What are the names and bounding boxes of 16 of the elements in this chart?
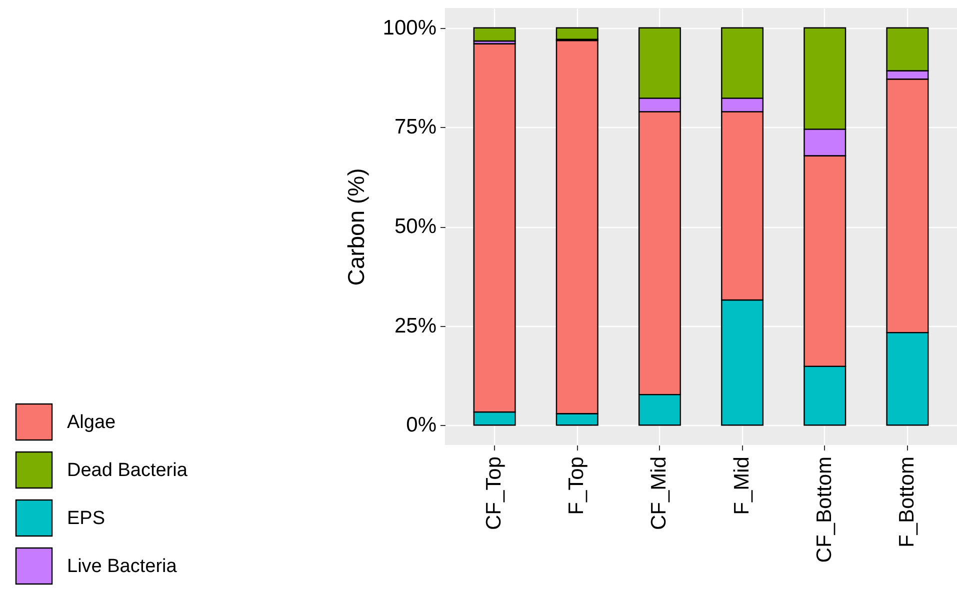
y-tick-label: 50% bbox=[394, 215, 436, 238]
legend-label: EPS bbox=[67, 508, 106, 529]
x-tick-label: F_Mid bbox=[730, 456, 754, 515]
y-axis-title: Carbon (%) bbox=[342, 168, 369, 286]
x-tick-label: CF_Bottom bbox=[812, 456, 836, 563]
x-tick-label: F_Bottom bbox=[895, 456, 918, 548]
y-tick-label: 0% bbox=[406, 414, 436, 437]
y-tick-label: 75% bbox=[394, 116, 436, 139]
legend-label: Live Bacteria bbox=[67, 556, 178, 577]
x-tick-label: F_Top bbox=[565, 456, 588, 515]
x-tick-label: CF_Mid bbox=[648, 456, 671, 530]
y-tick-label: 100% bbox=[382, 16, 436, 40]
legend-label: Dead Bacteria bbox=[67, 460, 188, 481]
x-tick-label: CF_Top bbox=[482, 456, 506, 530]
y-tick-label: 25% bbox=[394, 314, 436, 338]
legend-label: Algae bbox=[67, 412, 116, 433]
